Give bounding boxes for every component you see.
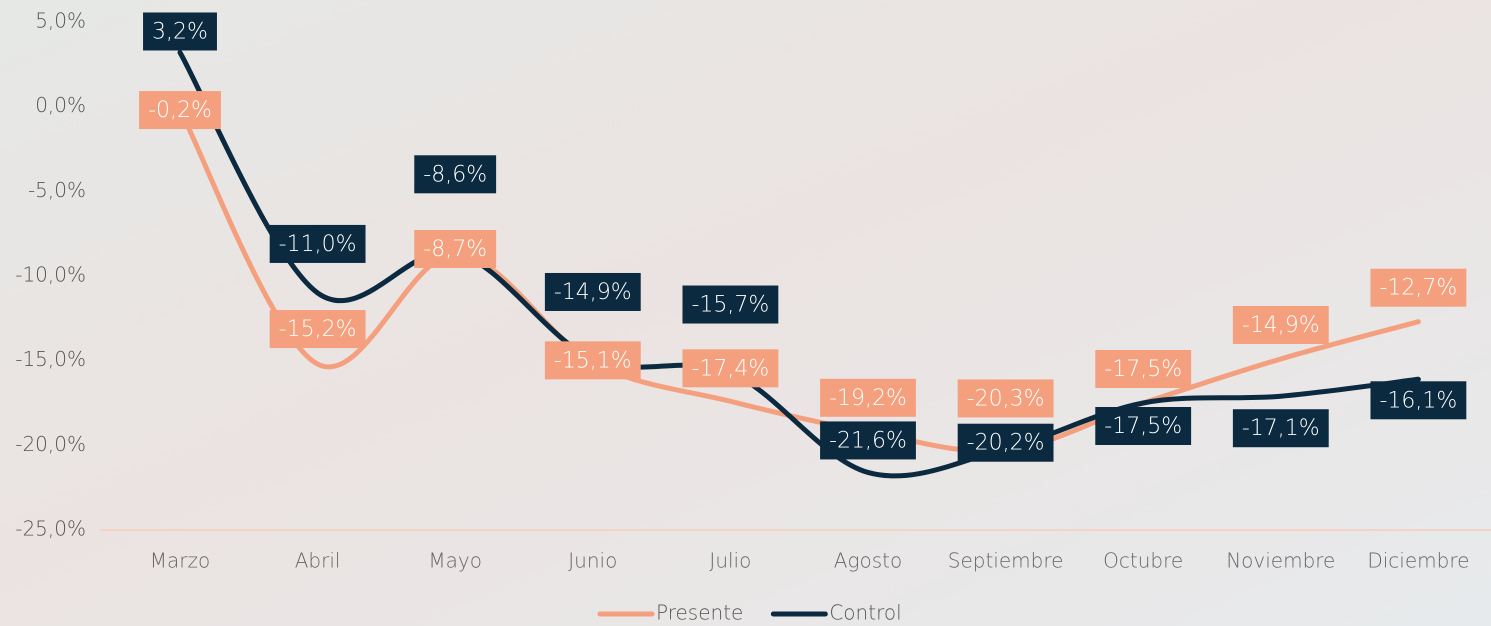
x-tick-label: Julio (709, 549, 751, 573)
data-label: -0,2% (148, 98, 212, 123)
data-label: -21,6% (829, 428, 907, 453)
legend-label: Presente (656, 601, 743, 625)
data-label-box (544, 272, 641, 311)
x-tick-label: Agosto (834, 549, 902, 573)
data-label: -15,1% (554, 348, 632, 373)
data-label-box (820, 378, 916, 417)
y-tick-label: -15,0% (15, 347, 86, 371)
data-label-box (414, 155, 497, 194)
data-label: -14,9% (1242, 313, 1320, 338)
legend-label: Control (829, 601, 901, 625)
y-tick-label: -25,0% (15, 517, 86, 541)
data-label-box (544, 341, 641, 380)
data-label-box (269, 310, 366, 349)
x-tick-label: Diciembre (1367, 549, 1469, 573)
data-label-box (1095, 350, 1192, 388)
data-label-box (139, 91, 221, 130)
data-label: -8,6% (423, 162, 487, 187)
data-label-box (682, 349, 779, 388)
y-tick-label: -10,0% (15, 263, 86, 287)
data-label: -20,2% (967, 431, 1045, 456)
data-label: -17,5% (1104, 414, 1182, 439)
y-tick-label: 0,0% (35, 93, 86, 117)
y-tick-label: -20,0% (15, 432, 86, 456)
x-tick-label: Septiembre (948, 549, 1064, 573)
data-label-box (414, 229, 497, 268)
data-label: -20,3% (967, 386, 1045, 411)
x-tick-label: Marzo (150, 549, 210, 573)
data-label-box (820, 421, 916, 460)
y-tick-label: 5,0% (35, 9, 86, 33)
data-label: -16,1% (1379, 388, 1457, 413)
data-label-box (1370, 381, 1467, 420)
data-label: -17,4% (691, 356, 769, 381)
data-label: -19,2% (829, 386, 907, 411)
data-label-box (957, 423, 1054, 462)
data-label: -11,0% (279, 232, 357, 257)
x-tick-label: Junio (568, 549, 617, 573)
y-tick-label: -5,0% (28, 178, 86, 202)
data-label-box (1232, 305, 1329, 344)
data-label-box (143, 12, 217, 51)
data-label: -12,7% (1379, 276, 1457, 301)
data-label-box (269, 224, 366, 263)
data-label-box (1370, 268, 1467, 307)
data-label: 3,2% (152, 19, 208, 44)
x-tick-label: Mayo (428, 549, 482, 573)
data-label: -15,2% (279, 317, 357, 342)
data-label: -17,1% (1242, 416, 1320, 441)
x-tick-label: Abril (295, 549, 341, 573)
data-label: -8,7% (423, 237, 487, 262)
x-tick-label: Octubre (1103, 549, 1183, 573)
data-label-box (1232, 409, 1329, 448)
data-label: -14,9% (554, 280, 632, 305)
data-label: -15,7% (691, 293, 769, 318)
data-label: -17,5% (1104, 357, 1182, 382)
data-label-box (1095, 407, 1192, 445)
data-label-box (682, 285, 779, 324)
x-tick-label: Noviembre (1226, 549, 1335, 573)
data-label-box (957, 379, 1054, 418)
